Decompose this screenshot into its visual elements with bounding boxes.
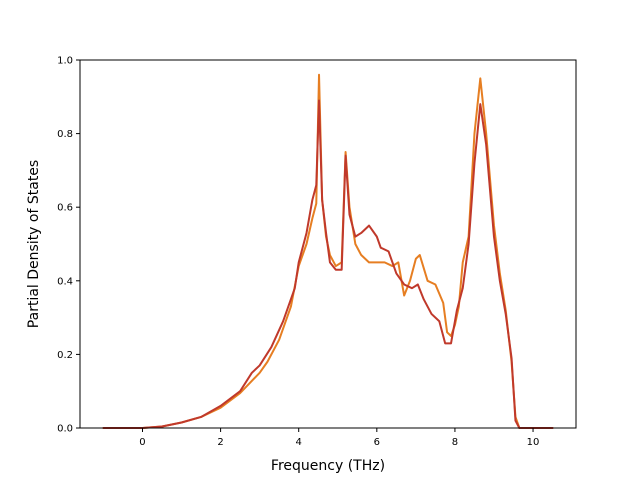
- y-tick-label: 1.0: [57, 56, 73, 67]
- x-tick-label: 4: [296, 437, 302, 448]
- x-tick-label: 8: [452, 437, 458, 448]
- y-axis-label: Partial Density of States: [26, 160, 42, 328]
- y-tick-label: 0.4: [57, 276, 73, 287]
- x-tick-label: 6: [374, 437, 380, 448]
- series-line-1: [102, 73, 554, 429]
- y-axis: 0.0 0.2 0.4 0.6 0.8 1.0: [57, 56, 80, 435]
- y-tick-label: 0.6: [57, 203, 73, 214]
- x-tick-label: 2: [217, 437, 223, 448]
- x-tick-label: 10: [527, 437, 540, 448]
- x-axis-label: Frequency (THz): [271, 458, 385, 474]
- y-tick-label: 0.8: [57, 129, 73, 140]
- series-line-2: [102, 99, 554, 429]
- y-tick-label: 0.0: [57, 424, 73, 435]
- series-layer: [102, 73, 554, 429]
- y-tick-label: 0.2: [57, 350, 73, 361]
- x-tick-label: 0: [139, 437, 145, 448]
- plot-frame: [79, 59, 577, 429]
- x-axis: 0 2 4 6 8 10: [139, 428, 539, 448]
